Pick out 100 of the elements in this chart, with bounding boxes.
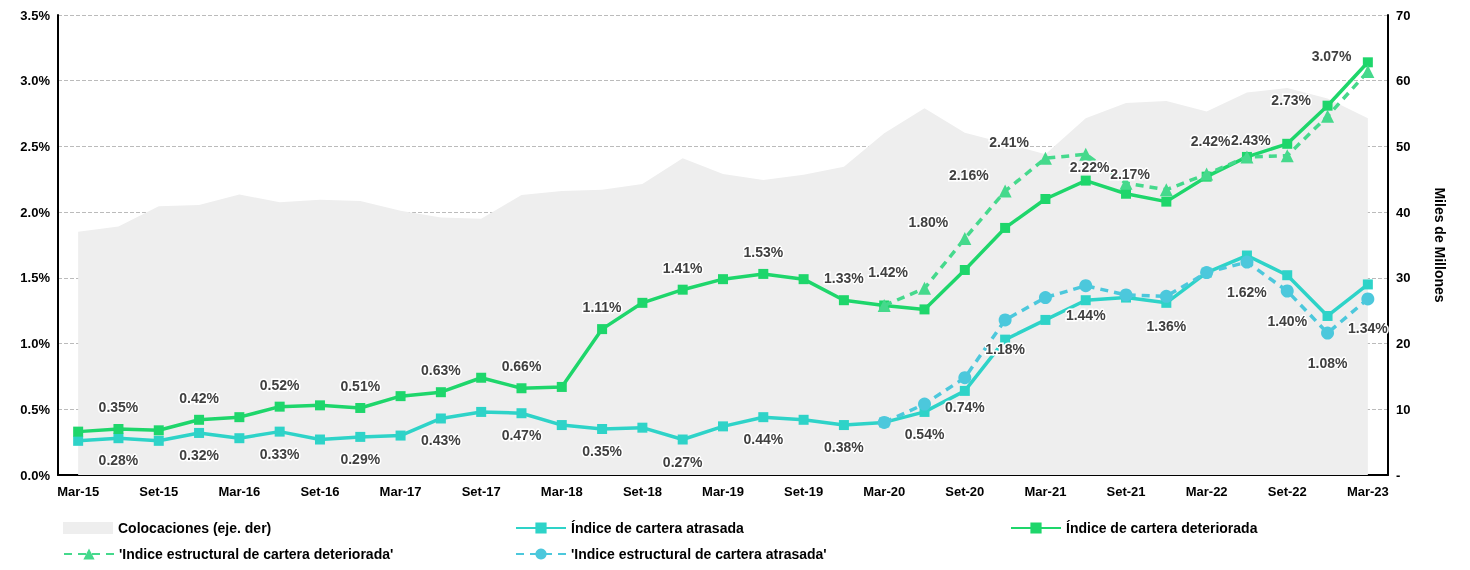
- point: [1200, 167, 1214, 181]
- data-label: 1.44%: [1065, 307, 1107, 324]
- data-label: 2.73%: [1271, 92, 1312, 109]
- x-tick-label: Set-22: [1267, 484, 1307, 499]
- y-tick-label: 0.5%: [20, 401, 51, 417]
- data-label: 2.42%: [1190, 132, 1231, 149]
- data-label: 0.44%: [743, 431, 784, 448]
- point: [1040, 314, 1051, 325]
- data-label: 1.41%: [662, 259, 704, 276]
- point: [597, 324, 608, 335]
- point: [918, 281, 932, 295]
- point: [274, 401, 285, 412]
- point: [73, 435, 84, 446]
- point: [998, 313, 1012, 327]
- point: [1119, 288, 1133, 302]
- point: [395, 430, 406, 441]
- data-label: 0.43%: [421, 432, 462, 449]
- point: [476, 406, 487, 417]
- data-label: 1.08%: [1307, 354, 1348, 371]
- legend-label: Colocaciones (eje. der): [118, 520, 272, 536]
- x-tick-label: Mar-17: [379, 484, 422, 499]
- x-tick-label: Set-18: [622, 484, 662, 499]
- point: [556, 420, 567, 431]
- legend-label: 'Indice estructural de cartera atrasada': [571, 546, 827, 562]
- point: [1079, 279, 1093, 293]
- data-label: 0.66%: [501, 358, 542, 375]
- point: [798, 414, 809, 425]
- data-label: 0.47%: [501, 427, 542, 444]
- point: [677, 284, 688, 295]
- data-label: 0.51%: [340, 377, 381, 394]
- x-tick-label: Set-20: [945, 484, 985, 499]
- point: [959, 264, 970, 275]
- point: [1080, 295, 1091, 306]
- data-label: 0.42%: [179, 389, 220, 406]
- point: [1079, 147, 1093, 161]
- point: [113, 424, 124, 434]
- point: [1159, 289, 1173, 303]
- data-label: 0.52%: [259, 376, 301, 393]
- y-tick-label: 0.0%: [20, 467, 51, 483]
- point: [556, 381, 567, 392]
- point: [1161, 196, 1172, 207]
- y-tick-label: 2.5%: [20, 138, 51, 154]
- point: [838, 295, 849, 306]
- x-tick-label: Mar-19: [702, 484, 744, 499]
- data-label: 0.28%: [98, 452, 139, 469]
- point: [1000, 222, 1011, 233]
- x-tick-label: Set-21: [1106, 484, 1146, 499]
- point: [998, 184, 1012, 198]
- point: [958, 231, 972, 245]
- y2-tick-label: 70: [1396, 7, 1411, 23]
- legend-label: 'Indice estructural de cartera deteriorada': [119, 546, 394, 562]
- data-label: 2.22%: [1069, 159, 1111, 176]
- y2-tick-label: 10: [1396, 401, 1411, 417]
- point: [1159, 183, 1173, 197]
- y2-tick-label: 30: [1396, 270, 1411, 286]
- legend-label: Índice de cartera deteriorada: [1066, 520, 1258, 536]
- data-label: 1.80%: [908, 214, 949, 231]
- point: [959, 385, 970, 396]
- data-label: 1.42%: [868, 264, 909, 281]
- data-label: 1.40%: [1267, 312, 1308, 329]
- point: [1361, 292, 1375, 306]
- point: [597, 424, 608, 434]
- x-tick-label: Mar-15: [57, 484, 100, 499]
- x-tick-label: Mar-16: [218, 484, 261, 499]
- y-tick-label: 3.0%: [20, 73, 51, 89]
- point: [314, 400, 325, 411]
- point: [1361, 65, 1375, 79]
- point: [516, 383, 527, 394]
- point: [758, 412, 769, 423]
- data-label: 0.54%: [904, 425, 945, 442]
- point: [918, 397, 932, 411]
- point: [1282, 138, 1293, 149]
- data-label: 2.41%: [989, 134, 1030, 151]
- point: [153, 435, 164, 446]
- x-tick-label: Mar-22: [1185, 484, 1228, 499]
- x-tick-label: Mar-18: [540, 484, 583, 499]
- point: [758, 268, 769, 279]
- y2-tick-label: 50: [1396, 138, 1411, 154]
- point: [838, 420, 849, 431]
- data-label: 0.35%: [98, 399, 139, 415]
- point: [153, 425, 164, 436]
- data-label: 0.74%: [944, 399, 986, 416]
- point: [637, 422, 648, 433]
- point: [1282, 270, 1293, 281]
- x-tick-label: Mar-21: [1024, 484, 1067, 499]
- point: [1322, 100, 1333, 111]
- point: [194, 414, 205, 425]
- y2-tick-label: 40: [1396, 204, 1411, 220]
- point: [1321, 109, 1335, 123]
- point: [476, 372, 487, 383]
- data-label: 2.43%: [1231, 131, 1272, 148]
- data-label: 0.29%: [340, 450, 381, 467]
- point: [919, 304, 930, 315]
- data-label: 1.53%: [743, 243, 784, 260]
- point: [395, 391, 406, 402]
- point: [1038, 291, 1052, 305]
- point: [718, 274, 728, 285]
- point: [1280, 149, 1294, 163]
- x-tick-label: Mar-20: [863, 484, 906, 499]
- point: [958, 371, 972, 385]
